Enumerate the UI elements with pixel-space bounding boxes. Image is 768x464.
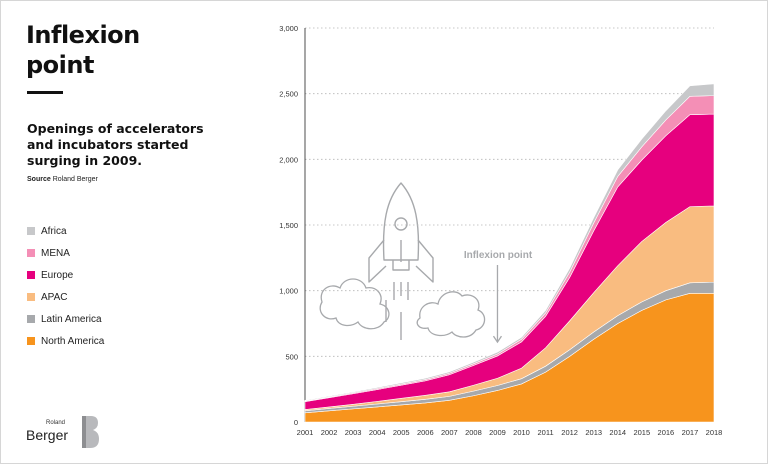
source-value: Roland Berger [52, 176, 98, 183]
cloud-right-icon [416, 291, 486, 338]
annotation-arrowhead [492, 335, 503, 344]
legend-label-latin-america: Latin America [41, 313, 102, 325]
x-tick-label-2012: 2012 [561, 428, 578, 437]
legend-item-latin-america: Latin America [27, 308, 104, 330]
x-tick-label-2008: 2008 [465, 428, 482, 437]
legend-item-mena: MENA [27, 242, 104, 264]
legend-item-apac: APAC [27, 286, 104, 308]
legend-item-africa: Africa [27, 220, 104, 242]
y-tick-label-1500: 1,500 [279, 221, 298, 230]
y-tick-label-2000: 2,000 [279, 155, 298, 164]
legend-swatch-africa [27, 227, 35, 235]
y-tick-label-2500: 2,500 [279, 90, 298, 99]
page-title: Inflexion point [26, 20, 206, 80]
legend-label-africa: Africa [41, 225, 67, 237]
brand-small-text: Roland [46, 420, 66, 426]
legend-swatch-north-america [27, 337, 35, 345]
chart-subtitle: Openings of accelerators and incubators … [27, 121, 204, 168]
rocket-illustration [319, 182, 486, 340]
roland-berger-logo: Roland Berger [26, 414, 106, 450]
y-tick-label-0: 0 [294, 418, 298, 427]
brand-big-text: Berger [26, 427, 69, 443]
legend-swatch-europe [27, 271, 35, 279]
x-tick-label-2010: 2010 [513, 428, 530, 437]
chart-areas [304, 83, 715, 423]
y-axis-tick-labels: 0 500 1,000 1,500 2,000 2,500 3,000 [279, 24, 298, 427]
source-label: Source [27, 176, 51, 183]
legend-label-apac: APAC [41, 291, 68, 303]
x-tick-label-2017: 2017 [682, 428, 699, 437]
x-tick-label-2006: 2006 [417, 428, 434, 437]
chart-annotation: Inflexion point [464, 250, 533, 344]
cloud-left-icon [319, 278, 390, 330]
x-tick-label-2005: 2005 [393, 428, 410, 437]
legend-swatch-apac [27, 293, 35, 301]
title-line-1: Inflexion [26, 21, 140, 49]
legend-swatch-mena [27, 249, 35, 257]
x-tick-label-2011: 2011 [538, 428, 554, 437]
legend-label-mena: MENA [41, 247, 70, 259]
chart-legend: Africa MENA Europe APAC Latin America No… [27, 220, 104, 352]
source-note: Source Roland Berger [27, 176, 98, 183]
x-axis-tick-labels: 2001 2002 2003 2004 2005 2006 2007 2008 2009 2010… [297, 428, 723, 437]
x-tick-label-2004: 2004 [369, 428, 386, 437]
x-tick-label-2009: 2009 [489, 428, 506, 437]
title-line-2: point [26, 51, 94, 79]
brand-b-mark-icon [82, 416, 99, 448]
x-tick-label-2007: 2007 [441, 428, 458, 437]
x-tick-label-2014: 2014 [609, 428, 626, 437]
y-tick-label-1000: 1,000 [279, 287, 298, 296]
legend-item-europe: Europe [27, 264, 104, 286]
x-tick-label-2002: 2002 [321, 428, 338, 437]
legend-label-north-america: North America [41, 335, 105, 347]
x-tick-label-2003: 2003 [345, 428, 362, 437]
x-tick-label-2018: 2018 [706, 428, 723, 437]
y-tick-label-500: 500 [285, 352, 298, 361]
x-tick-label-2013: 2013 [585, 428, 602, 437]
x-tick-label-2015: 2015 [633, 428, 650, 437]
legend-swatch-latin-america [27, 315, 35, 323]
area-series-africa [304, 83, 715, 402]
legend-item-north-america: North America [27, 330, 104, 352]
x-tick-label-2001: 2001 [297, 428, 314, 437]
y-tick-label-3000: 3,000 [279, 24, 298, 33]
rocket-icon [368, 182, 434, 340]
legend-label-europe: Europe [41, 269, 74, 281]
annotation-inflexion-point-label: Inflexion point [464, 250, 533, 261]
title-rule [27, 91, 63, 94]
x-tick-label-2016: 2016 [658, 428, 675, 437]
